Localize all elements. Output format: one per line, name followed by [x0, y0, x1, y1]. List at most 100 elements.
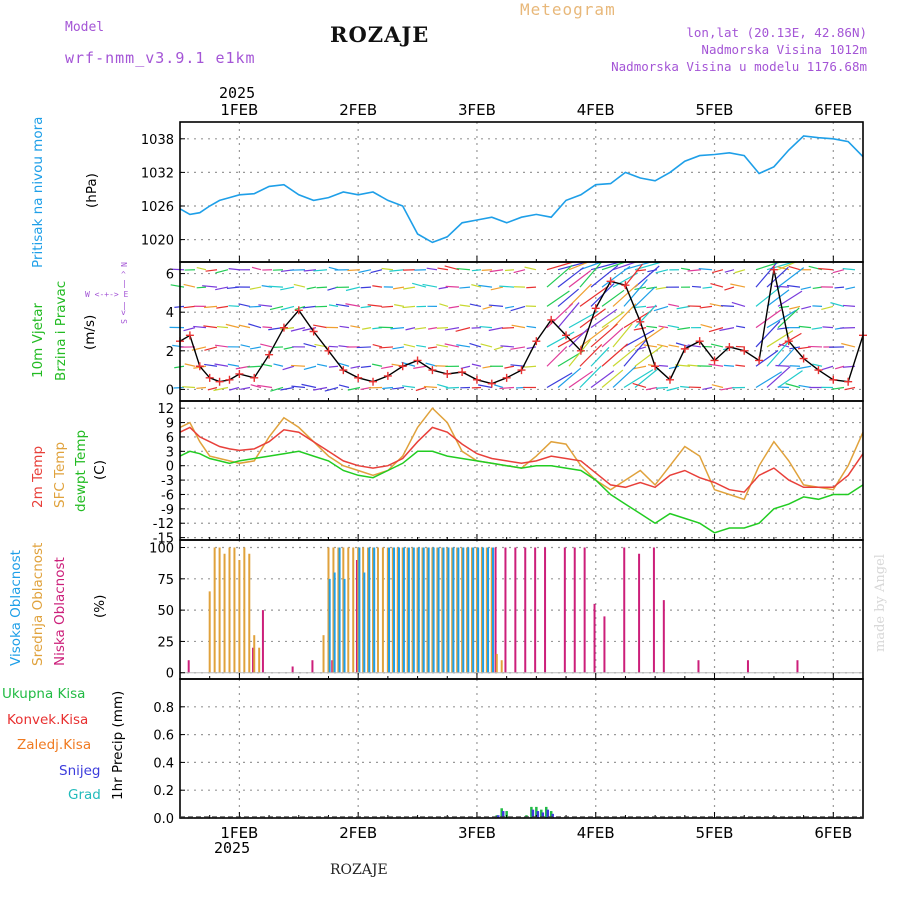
- wind-arrow: [389, 269, 405, 272]
- wind-arrow: [612, 323, 633, 348]
- wind-arrow: [313, 324, 328, 329]
- wind-arrow: [247, 365, 262, 368]
- wind-arrow: [282, 365, 295, 371]
- legend-frz-rain: Zaledj.Kisa: [17, 737, 92, 753]
- wind-arrow: [316, 286, 328, 289]
- wind-arrow: [546, 346, 568, 367]
- wind-arrow: [469, 342, 482, 348]
- wind-marker: [502, 373, 511, 382]
- wind-arrow: [238, 324, 251, 329]
- wind-marker: [799, 354, 808, 363]
- wind-arrow: [778, 343, 790, 348]
- wind-arrow: [546, 372, 573, 389]
- wind-arrow: [249, 346, 262, 350]
- compass-up: ^: [121, 270, 126, 279]
- model-label: Model: [65, 20, 105, 35]
- wind-arrow: [766, 366, 791, 388]
- wind-arrow: [196, 386, 207, 389]
- y-tick-label: 1026: [141, 200, 174, 215]
- wind-arrow: [687, 269, 702, 272]
- compass-down: v: [121, 308, 126, 317]
- wind-arrow: [183, 305, 196, 309]
- wind-arrow: [228, 305, 240, 308]
- wind-arrow: [766, 266, 789, 288]
- label-layer: 10201026103210380246129630-3-6-9-12-1502…: [141, 101, 852, 842]
- wind-arrow: [251, 266, 262, 271]
- wind-arrow: [590, 370, 615, 388]
- wind-arrow: [203, 325, 218, 329]
- wind-arrow: [612, 303, 637, 329]
- wind-arrow: [623, 329, 655, 348]
- wind-marker: [532, 337, 541, 346]
- wind-arrow: [755, 309, 782, 329]
- y-tick-label: 0.2: [153, 784, 174, 799]
- wind-marker: [784, 337, 793, 346]
- wind-arrow: [568, 283, 592, 307]
- wind-arrow: [501, 327, 515, 329]
- wind-arrow: [699, 305, 713, 309]
- wind-marker: [621, 281, 630, 290]
- wind-marker: [740, 346, 749, 355]
- wind-arrow: [174, 305, 185, 308]
- wind-arrow: [702, 386, 713, 391]
- wind-arrow: [510, 364, 526, 367]
- wind-marker: [250, 373, 259, 382]
- wind-arrow: [196, 267, 207, 271]
- y-tick-label: 0.0: [153, 812, 174, 827]
- y-tick-label: 4: [166, 306, 174, 321]
- y-tick-label: -6: [161, 488, 174, 503]
- wind-arrow: [482, 305, 493, 310]
- y-tick-label: 3: [166, 445, 174, 460]
- wind-arrow: [479, 325, 493, 329]
- wind-marker: [829, 375, 838, 384]
- legend-total-rain: Ukupna Kisa: [2, 686, 86, 702]
- wind-arrow: [360, 286, 372, 289]
- wind-arrow: [317, 363, 328, 367]
- wind-arrow: [290, 327, 306, 332]
- y-tick-label: 9: [166, 417, 174, 432]
- wind-arrow: [257, 384, 273, 389]
- y-tick-label: 75: [157, 573, 174, 588]
- wind-arrow: [777, 346, 797, 367]
- wind-arrow: [797, 346, 812, 350]
- wind-arrow: [612, 365, 637, 388]
- wind-marker: [547, 315, 556, 324]
- wind-arrow: [601, 261, 626, 271]
- wind-arrow: [471, 269, 482, 272]
- wind-arrow: [494, 384, 504, 389]
- wind-arrow: [228, 268, 240, 271]
- wind-arrow: [730, 283, 746, 288]
- wind-marker: [517, 366, 526, 375]
- wind-arrow: [777, 261, 796, 271]
- wind-arrow: [680, 267, 691, 271]
- wind-arrow: [590, 308, 618, 329]
- wind-arrow: [423, 385, 438, 389]
- y-tick-label: 1032: [141, 166, 174, 181]
- wind-arrow: [328, 304, 339, 307]
- wind-arrow: [394, 304, 405, 307]
- compass-bar-bottom: |: [122, 301, 127, 310]
- wind-arrow: [392, 386, 405, 390]
- wind-arrow: [390, 327, 405, 330]
- wind-marker: [606, 277, 615, 286]
- wind-arrow: [766, 330, 794, 348]
- wind-arrow: [687, 344, 702, 348]
- wind-arrow: [500, 345, 515, 348]
- y-tick-label: 0.8: [153, 701, 174, 716]
- wind-arrow: [655, 269, 669, 274]
- wind-compass-icon: N ^ | W <-+-> E | v S: [85, 258, 165, 328]
- wind-arrow: [579, 324, 609, 348]
- wind-arrow: [775, 364, 790, 367]
- wind-arrow: [337, 362, 350, 367]
- wind-arrow: [313, 269, 328, 272]
- wind-arrow: [350, 325, 361, 329]
- wind-arrow: [645, 386, 658, 391]
- wind-arrow: [456, 267, 471, 271]
- x-tick-label-top: 2FEB: [339, 101, 377, 119]
- wind-arrow: [204, 346, 218, 351]
- compass-ew: W <-+-> E: [85, 290, 129, 299]
- wind-arrow: [436, 344, 449, 348]
- wind-arrow: [601, 369, 624, 388]
- wind-marker: [814, 366, 823, 375]
- wind-arrow: [623, 261, 652, 271]
